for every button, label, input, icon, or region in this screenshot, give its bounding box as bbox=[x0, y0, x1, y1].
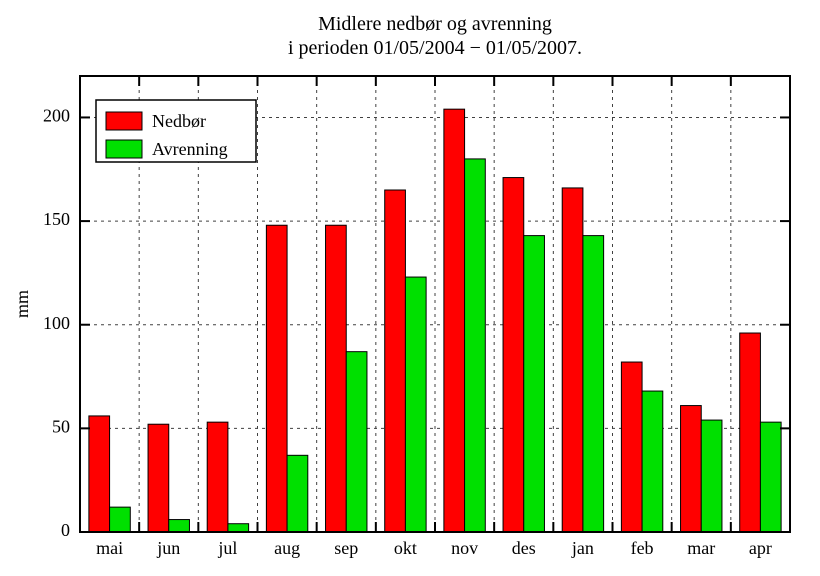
chart-title-line1: Midlere nedbør og avrenning bbox=[318, 13, 552, 35]
bar-avrenning-feb bbox=[642, 391, 663, 532]
legend-label: Avrenning bbox=[152, 139, 228, 159]
xtick-label: okt bbox=[394, 538, 417, 558]
bar-avrenning-okt bbox=[405, 277, 426, 532]
ytick-label: 100 bbox=[43, 313, 70, 333]
xtick-label: sep bbox=[334, 538, 358, 558]
xtick-label: mar bbox=[687, 538, 715, 558]
bar-avrenning-jan bbox=[583, 236, 604, 532]
xtick-label: apr bbox=[749, 538, 772, 558]
bar-avrenning-jul bbox=[228, 524, 249, 532]
bar-nedbør-feb bbox=[621, 362, 642, 532]
bar-nedbør-jun bbox=[148, 424, 169, 532]
xtick-label: jan bbox=[571, 538, 594, 558]
bar-nedbør-jan bbox=[562, 188, 583, 532]
bar-nedbør-apr bbox=[740, 333, 761, 532]
xtick-label: des bbox=[512, 538, 536, 558]
xtick-label: mai bbox=[96, 538, 123, 558]
bar-nedbør-okt bbox=[385, 190, 406, 532]
legend-swatch bbox=[106, 112, 142, 130]
legend-label: Nedbør bbox=[152, 111, 206, 131]
legend-swatch bbox=[106, 140, 142, 158]
ytick-label: 50 bbox=[52, 416, 70, 436]
bar-nedbør-jul bbox=[207, 422, 228, 532]
bar-avrenning-mar bbox=[701, 420, 722, 532]
bar-avrenning-jun bbox=[169, 520, 190, 532]
xtick-label: aug bbox=[274, 538, 300, 558]
y-axis-label: mm bbox=[12, 290, 32, 318]
bar-avrenning-mai bbox=[110, 507, 131, 532]
bar-nedbør-mai bbox=[89, 416, 110, 532]
ytick-label: 150 bbox=[43, 209, 70, 229]
bar-nedbør-mar bbox=[681, 406, 702, 532]
xtick-label: jun bbox=[156, 538, 180, 558]
bar-avrenning-des bbox=[524, 236, 545, 532]
bar-avrenning-aug bbox=[287, 455, 308, 532]
chart-container: 0 50 100 150 200 mai jun jul aug sep okt nov des jan f… bbox=[0, 0, 820, 576]
bar-nedbør-nov bbox=[444, 109, 465, 532]
bar-nedbør-sep bbox=[326, 225, 347, 532]
bar-avrenning-nov bbox=[465, 159, 486, 532]
xtick-label: nov bbox=[451, 538, 478, 558]
ytick-label: 200 bbox=[43, 106, 70, 126]
xtick-label: feb bbox=[631, 538, 654, 558]
bar-avrenning-apr bbox=[760, 422, 781, 532]
bar-avrenning-sep bbox=[346, 352, 367, 532]
ytick-label: 0 bbox=[61, 520, 70, 540]
xtick-label: jul bbox=[217, 538, 237, 558]
bar-nedbør-aug bbox=[266, 225, 287, 532]
chart-svg: 0 50 100 150 200 mai jun jul aug sep okt nov des jan f… bbox=[0, 0, 820, 576]
bar-nedbør-des bbox=[503, 178, 524, 532]
chart-title-line2: i perioden 01/05/2004 − 01/05/2007. bbox=[288, 37, 582, 59]
